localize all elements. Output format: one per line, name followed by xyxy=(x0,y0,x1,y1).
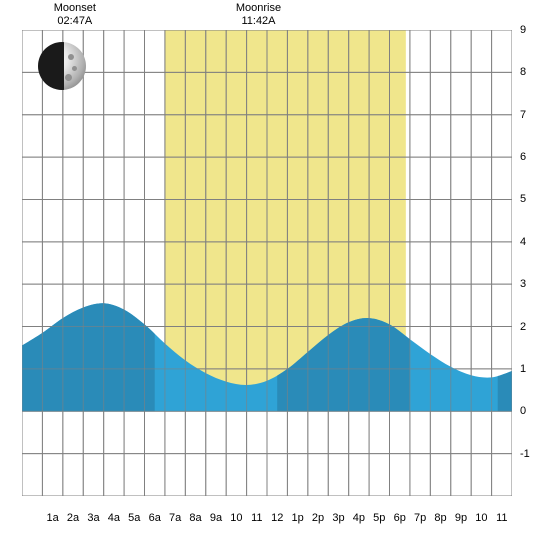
x-tick-label: 11 xyxy=(496,512,507,524)
plot-area xyxy=(22,30,512,496)
moonrise-time: 11:42A xyxy=(241,15,275,27)
x-tick-label: 12 xyxy=(271,512,283,524)
x-tick-label: 11 xyxy=(251,512,262,524)
moonset-time: 02:47A xyxy=(57,15,92,27)
y-tick-label: 7 xyxy=(520,109,526,121)
x-tick-label: 10 xyxy=(230,512,242,524)
x-tick-label: 1p xyxy=(292,512,304,524)
x-tick-label: 4p xyxy=(353,512,365,524)
x-tick-label: 9a xyxy=(210,512,222,524)
y-tick-label: 2 xyxy=(520,321,526,333)
y-tick-label: -1 xyxy=(520,448,530,460)
moon-crater xyxy=(68,54,74,60)
tide-chart: Moonset 02:47A Moonrise 11:42A 1a 2a 3a 4a 5… xyxy=(0,0,550,550)
moon-crater xyxy=(72,66,77,71)
x-tick-label: 9p xyxy=(455,512,467,524)
moon-crater xyxy=(65,74,72,81)
y-tick-label: 8 xyxy=(520,66,526,78)
x-tick-label: 6a xyxy=(149,512,161,524)
y-tick-label: 1 xyxy=(520,363,526,375)
y-tick-label: 4 xyxy=(520,236,526,248)
moonset-label: Moonset 02:47A xyxy=(54,2,96,28)
moon-shadow xyxy=(38,42,64,90)
moonset-word: Moonset xyxy=(54,2,96,14)
x-tick-label: 4a xyxy=(108,512,120,524)
x-tick-label: 7a xyxy=(169,512,181,524)
x-tick-label: 3p xyxy=(332,512,344,524)
x-tick-label: 6p xyxy=(394,512,406,524)
x-tick-label: 8a xyxy=(189,512,201,524)
x-tick-label: 2a xyxy=(67,512,79,524)
moonrise-label: Moonrise 11:42A xyxy=(236,2,281,28)
x-tick-label: 8p xyxy=(434,512,446,524)
x-tick-label: 5a xyxy=(128,512,140,524)
moon-phase-icon xyxy=(38,42,86,90)
chart-svg xyxy=(22,30,512,496)
y-tick-label: 5 xyxy=(520,193,526,205)
x-tick-label: 10 xyxy=(475,512,487,524)
x-tick-label: 1a xyxy=(47,512,59,524)
x-tick-label: 2p xyxy=(312,512,324,524)
y-tick-label: 6 xyxy=(520,151,526,163)
y-tick-label: 3 xyxy=(520,278,526,290)
moonrise-word: Moonrise xyxy=(236,2,281,14)
x-tick-label: 3a xyxy=(87,512,99,524)
y-tick-label: 0 xyxy=(520,405,526,417)
x-tick-label: 5p xyxy=(373,512,385,524)
x-tick-label: 7p xyxy=(414,512,426,524)
y-tick-label: 9 xyxy=(520,24,526,36)
